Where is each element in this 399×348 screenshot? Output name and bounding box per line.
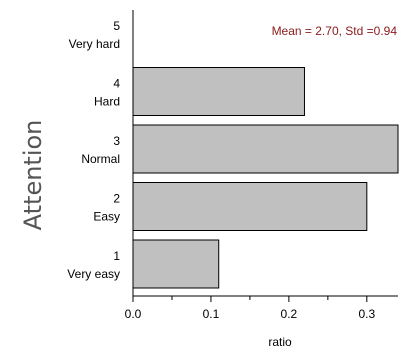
category-label-1: Very easy bbox=[67, 267, 120, 281]
x-tick-label: 0.1 bbox=[203, 307, 220, 321]
category-code-5: 5 bbox=[113, 19, 120, 33]
category-label-5: Very hard bbox=[69, 37, 120, 51]
x-ticks: 0.0 0.1 0.2 0.3 bbox=[125, 296, 375, 321]
x-tick-label: 0.0 bbox=[125, 307, 142, 321]
category-code-2: 2 bbox=[113, 192, 120, 206]
category-labels: 1 Very easy 2 Easy 3 Normal 4 Hard 5 Very hard bbox=[67, 19, 120, 281]
y-axis-title: Attention bbox=[19, 120, 47, 231]
x-tick-label: 0.2 bbox=[281, 307, 298, 321]
bar-2 bbox=[132, 182, 368, 231]
category-code-1: 1 bbox=[113, 249, 120, 263]
category-label-3: Normal bbox=[81, 152, 120, 166]
bar-3 bbox=[132, 124, 399, 174]
x-tick-label: 0.3 bbox=[358, 307, 375, 321]
bar-1 bbox=[132, 239, 220, 289]
category-code-4: 4 bbox=[113, 77, 120, 91]
category-code-3: 3 bbox=[113, 134, 120, 148]
bar-4 bbox=[132, 67, 305, 116]
category-label-4: Hard bbox=[94, 95, 120, 109]
category-label-2: Easy bbox=[93, 210, 120, 224]
stats-annotation: Mean = 2.70, Std =0.94 bbox=[272, 24, 398, 38]
bars-layer bbox=[132, 67, 399, 289]
x-axis-title: ratio bbox=[268, 335, 292, 348]
